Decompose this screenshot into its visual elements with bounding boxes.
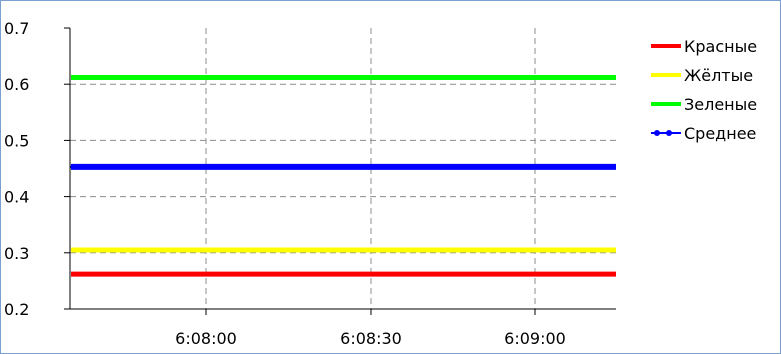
y-tick-label: 0.5	[4, 131, 29, 150]
x-axis-ticks: 6:08:00 6:08:30 6:09:00	[175, 309, 566, 348]
series-lines	[70, 77, 616, 274]
y-tick-label: 0.7	[4, 19, 29, 38]
y-tick-label: 0.6	[4, 75, 29, 94]
legend-label: Красные	[684, 37, 757, 56]
legend-label: Жёлтые	[684, 66, 753, 85]
legend-label: Зеленые	[684, 95, 757, 114]
legend-label: Среднее	[684, 124, 756, 143]
y-tick-label: 0.2	[4, 300, 29, 319]
legend-marker	[666, 130, 672, 136]
legend-marker	[654, 130, 660, 136]
series-point	[610, 164, 615, 169]
y-axis-ticks: 0.2 0.3 0.4 0.5 0.6 0.7	[4, 19, 70, 319]
x-tick-label: 6:08:00	[175, 329, 237, 348]
legend: Красные Жёлтые Зеленые Среднее	[651, 37, 757, 143]
y-tick-label: 0.4	[4, 188, 29, 207]
y-tick-label: 0.3	[4, 244, 29, 263]
x-tick-label: 6:08:30	[340, 329, 402, 348]
x-tick-label: 6:09:00	[504, 329, 566, 348]
